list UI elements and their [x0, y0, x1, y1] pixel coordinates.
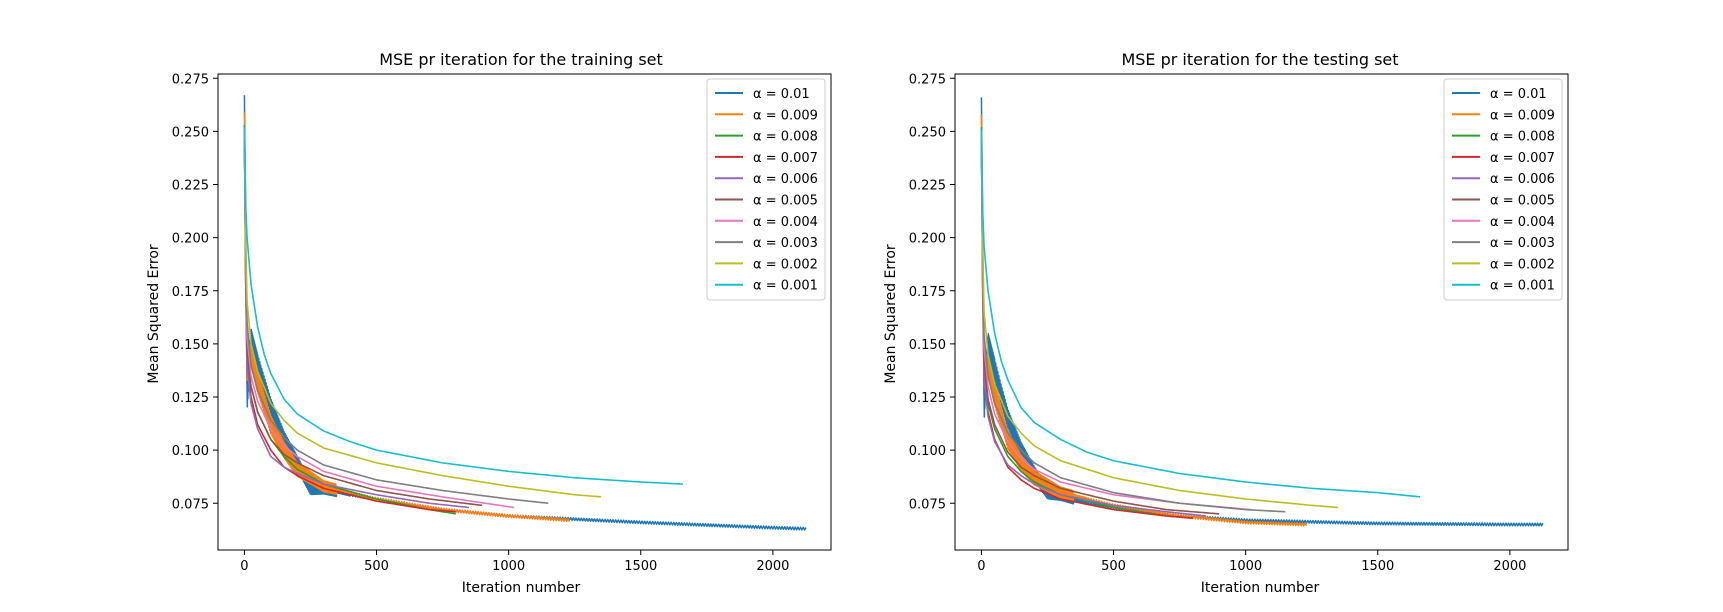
testing-y-tick-label: 0.125: [909, 391, 946, 406]
training-series-line-9: [243, 129, 602, 498]
training-legend: α = 0.01 α = 0.009 α = 0.008 α = 0.007 α = 0…: [706, 78, 826, 301]
training-series-line-4: [243, 131, 456, 513]
training-legend-label-3: α = 0.008: [753, 130, 818, 145]
training-y-tick-label: 0.225: [172, 179, 209, 194]
training-series-line-10: [243, 127, 684, 485]
training-legend-label-2: α = 0.009: [753, 108, 818, 123]
testing-series-line-10: [980, 129, 1421, 498]
testing-legend-label-3: α = 0.008: [1490, 130, 1555, 145]
testing-legend: α = 0.01 α = 0.009 α = 0.008 α = 0.007 α = 0…: [1443, 78, 1563, 301]
training-legend-label-4: α = 0.007: [753, 151, 818, 166]
training-y-tick-label: 0.150: [172, 338, 209, 353]
training-y-tick-label: 0.275: [172, 72, 209, 87]
training-x-axis-label: Iteration number: [462, 580, 581, 596]
testing-series-line-2: [980, 114, 1308, 527]
training-x-tick-label: 500: [364, 559, 389, 574]
testing-y-tick-label: 0.150: [909, 338, 946, 353]
testing-legend-label-6: α = 0.005: [1490, 194, 1555, 209]
testing-x-tick-label: 500: [1101, 559, 1126, 574]
testing-chart-panel: MSE pr iteration for the testing set Ite…: [883, 50, 1569, 596]
testing-y-tick-label: 0.250: [909, 125, 946, 140]
training-chart-title: MSE pr iteration for the training set: [379, 50, 663, 69]
testing-legend-label-2: α = 0.009: [1490, 108, 1555, 123]
testing-series-line-6: [980, 137, 1220, 515]
training-legend-box: [706, 78, 826, 301]
testing-x-tick-label: 1000: [1229, 559, 1262, 574]
testing-legend-box: [1443, 78, 1563, 301]
testing-x-tick-label: 2000: [1493, 559, 1526, 574]
training-series-line-5: [243, 135, 470, 509]
training-series-line-8: [243, 131, 549, 505]
testing-y-axis-label: Mean Squared Error: [883, 244, 899, 384]
training-chart-panel: MSE pr iteration for the training set It…: [146, 50, 832, 596]
testing-plot-frame: [954, 73, 1569, 551]
testing-legend-label-8: α = 0.003: [1490, 236, 1555, 251]
testing-legend-label-9: α = 0.002: [1490, 257, 1555, 272]
testing-legend-label-7: α = 0.004: [1490, 215, 1555, 230]
training-legend-label-6: α = 0.005: [753, 194, 818, 209]
testing-chart-title: MSE pr iteration for the testing set: [1121, 50, 1398, 69]
testing-legend-label-4: α = 0.007: [1490, 151, 1555, 166]
training-y-tick-label: 0.075: [172, 497, 209, 512]
training-x-tick-label: 1500: [624, 559, 657, 574]
testing-series-line-3: [980, 127, 1193, 519]
training-x-tick-label: 1000: [492, 559, 525, 574]
training-y-tick-label: 0.200: [172, 232, 209, 247]
training-x-tick-label: 2000: [756, 559, 789, 574]
testing-legend-label-1: α = 0.01: [1490, 87, 1547, 102]
training-legend-label-1: α = 0.01: [753, 87, 810, 102]
training-series-line-7: [243, 133, 515, 509]
testing-x-tick-label: 0: [977, 559, 985, 574]
training-series-line-2: [243, 112, 571, 523]
testing-y-tick-label: 0.275: [909, 72, 946, 87]
training-x-tick-label: 0: [240, 559, 248, 574]
training-legend-label-5: α = 0.006: [753, 172, 818, 187]
training-y-axis-label: Mean Squared Error: [146, 244, 162, 384]
training-legend-label-8: α = 0.003: [753, 236, 818, 251]
testing-series-line-9: [980, 131, 1339, 509]
training-plot-frame: [217, 73, 832, 551]
training-y-tick-label: 0.100: [172, 444, 209, 459]
testing-y-tick-label: 0.200: [909, 232, 946, 247]
testing-legend-label-10: α = 0.001: [1490, 279, 1555, 294]
testing-x-axis-label: Iteration number: [1201, 580, 1320, 596]
testing-series-line-8: [980, 133, 1286, 513]
training-y-tick-label: 0.125: [172, 391, 209, 406]
training-legend-label-7: α = 0.004: [753, 215, 818, 230]
testing-y-tick-label: 0.225: [909, 179, 946, 194]
training-series-group: [243, 95, 807, 531]
training-y-tick-label: 0.250: [172, 125, 209, 140]
training-series-line-6: [243, 135, 483, 507]
testing-y-tick-label: 0.075: [909, 497, 946, 512]
testing-series-line-5: [980, 137, 1207, 517]
training-legend-label-9: α = 0.002: [753, 257, 818, 272]
training-legend-label-10: α = 0.001: [753, 279, 818, 294]
testing-series-group: [980, 97, 1544, 527]
training-y-tick-label: 0.175: [172, 285, 209, 300]
testing-legend-label-5: α = 0.006: [1490, 172, 1555, 187]
testing-y-tick-label: 0.100: [909, 444, 946, 459]
testing-x-tick-label: 1500: [1361, 559, 1394, 574]
testing-y-tick-label: 0.175: [909, 285, 946, 300]
